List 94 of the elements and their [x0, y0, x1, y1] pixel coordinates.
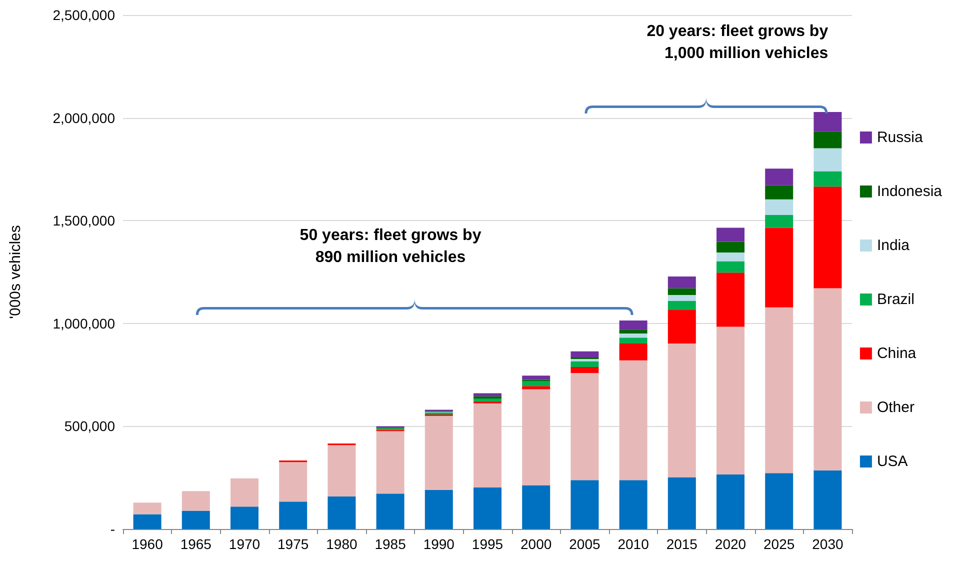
bar [716, 326, 744, 475]
bar [668, 300, 696, 310]
y-tick-label: 1,500,000 [52, 212, 116, 229]
bar [765, 185, 794, 200]
bar [474, 403, 502, 488]
x-tick-label: 2030 [812, 536, 844, 552]
bar [814, 470, 842, 529]
bar [522, 380, 550, 386]
bar [230, 478, 258, 507]
legend-label: USA [876, 453, 908, 470]
x-tick-label: 1975 [278, 536, 309, 552]
bar [619, 330, 648, 334]
bar [619, 338, 648, 344]
bar [716, 272, 744, 327]
bar [474, 393, 502, 396]
bar [716, 252, 744, 262]
x-tick-label: 2025 [764, 536, 795, 552]
bar [765, 168, 794, 186]
bar [570, 366, 599, 373]
x-tick-label: 2005 [569, 536, 600, 552]
bar [279, 502, 308, 529]
bar [279, 462, 308, 502]
bar [765, 228, 794, 308]
bar [765, 473, 794, 529]
bar [424, 490, 453, 529]
bar [182, 491, 210, 511]
x-tick-label: 2015 [666, 536, 698, 552]
bar [668, 295, 696, 301]
legend-label: China [876, 345, 917, 362]
bar [716, 228, 744, 242]
legend-label: Indonesia [876, 183, 943, 200]
y-tick-label: 2,500,000 [52, 7, 116, 23]
bar [814, 148, 842, 172]
legend-label: India [876, 237, 910, 254]
bar [570, 351, 599, 358]
bar [230, 506, 258, 529]
bar [133, 514, 162, 529]
bar [376, 494, 404, 529]
x-tick-label: 1965 [180, 536, 212, 552]
bar [814, 288, 842, 470]
x-tick-label: 1985 [374, 536, 406, 552]
y-axis-title: '000s vehicles [7, 225, 24, 319]
x-tick-label: 1995 [472, 536, 504, 552]
bar [133, 502, 162, 514]
bar [668, 344, 696, 478]
bar [522, 386, 550, 390]
bar [814, 132, 842, 148]
bar [716, 242, 744, 252]
bar [668, 477, 696, 529]
y-tick-label: - [110, 521, 116, 537]
bar [619, 344, 648, 360]
bar [619, 333, 648, 338]
y-tick-label: 1,000,000 [52, 315, 116, 332]
bar [376, 431, 404, 494]
x-tick-label: 1980 [326, 536, 358, 552]
annotation: 20 years: fleet grows by 1,000 million vehicles [646, 22, 828, 64]
bar [619, 320, 648, 330]
x-tick-label: 1970 [228, 536, 260, 552]
bar [765, 215, 794, 228]
legend-label: Other [876, 399, 914, 416]
bar [570, 480, 599, 529]
bar [328, 445, 356, 497]
bar [328, 496, 356, 529]
bar [522, 376, 550, 380]
bar [716, 261, 744, 273]
bar [668, 276, 696, 288]
x-tick-label: 2010 [618, 536, 650, 552]
bar [668, 288, 696, 296]
y-tick-label: 2,000,000 [52, 110, 116, 126]
y-tick-label: 500,000 [64, 418, 116, 434]
legend-label: Brazil [876, 291, 914, 308]
bar [570, 361, 599, 367]
x-tick-label: 1990 [423, 536, 455, 552]
legend-label: Russia [876, 129, 924, 146]
bar [765, 199, 794, 216]
bar [619, 360, 648, 480]
bar [814, 186, 842, 288]
bar [668, 310, 696, 344]
bar [570, 372, 599, 480]
bar [474, 398, 502, 402]
bar [765, 307, 794, 474]
x-tick-label: 1960 [132, 536, 164, 552]
annotation: 50 years: fleet grows by 890 million vehicles [300, 226, 482, 268]
x-tick-label: 2020 [714, 536, 746, 552]
bar [522, 389, 550, 486]
bar [474, 487, 502, 529]
bar [424, 416, 453, 490]
x-tick-label: 2000 [520, 536, 552, 552]
bar [619, 480, 648, 529]
bar [716, 474, 744, 529]
bar [182, 510, 210, 529]
bar [814, 171, 842, 187]
bar [814, 112, 842, 132]
bar [522, 485, 550, 529]
